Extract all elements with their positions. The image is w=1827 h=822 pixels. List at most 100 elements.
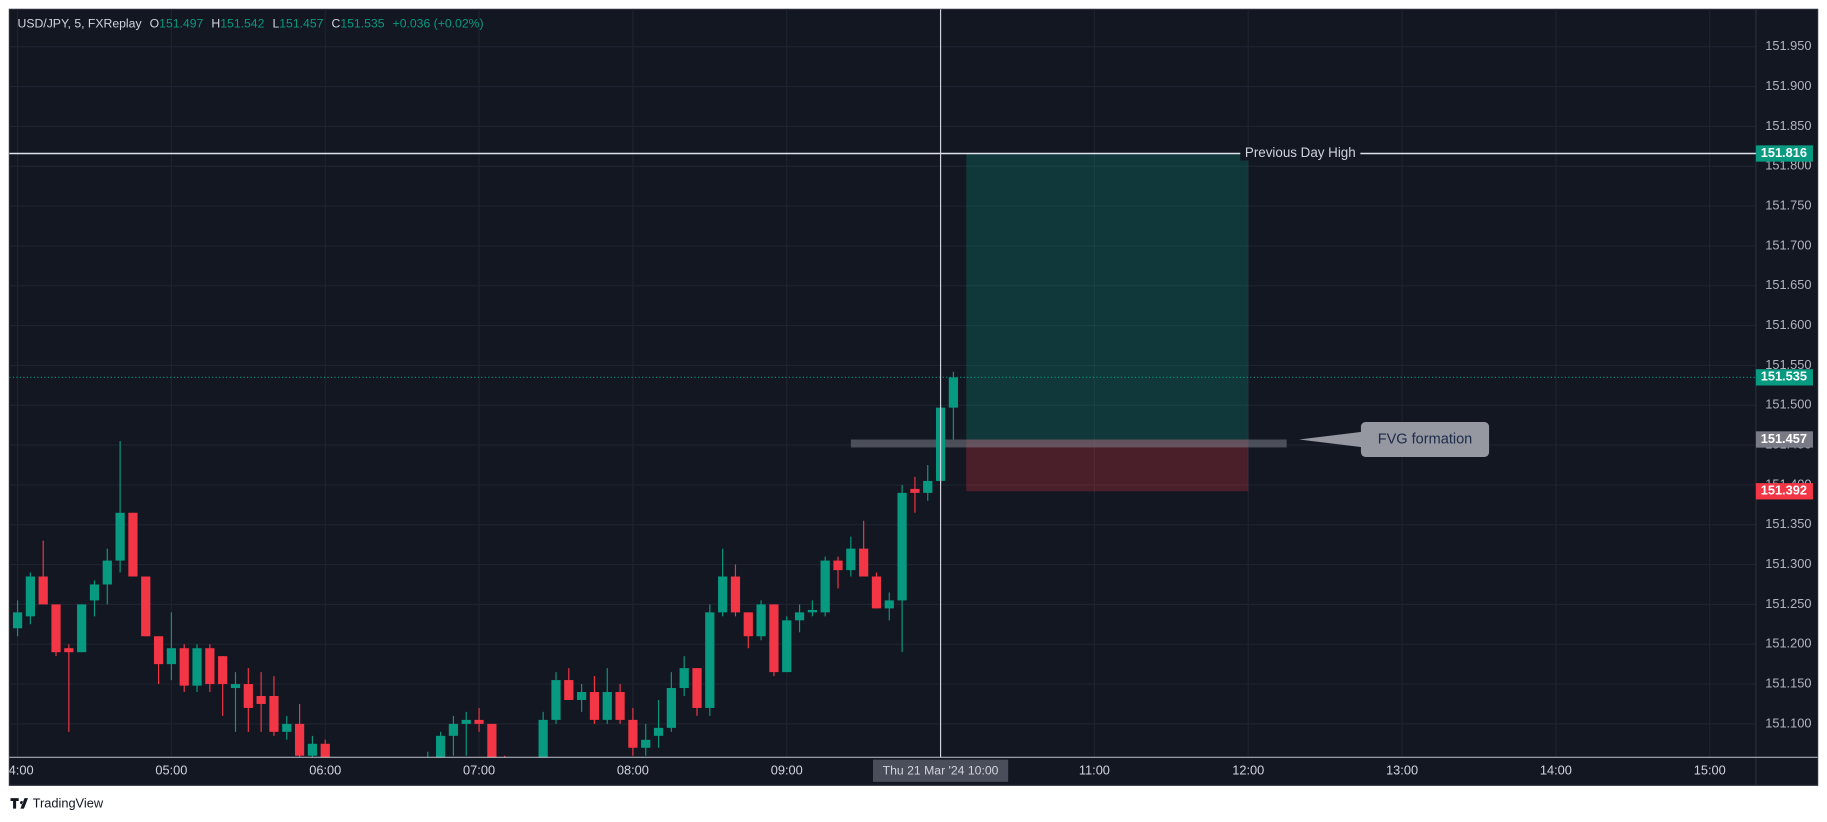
x-tick-label: 13:00 — [1386, 763, 1418, 778]
candle-body — [269, 695, 279, 732]
price-label: 151.457 — [1761, 431, 1807, 446]
candle-body — [628, 719, 638, 748]
candle-body — [256, 695, 266, 704]
candle-body — [884, 600, 894, 609]
candle-body — [102, 560, 112, 585]
candle-body — [218, 656, 228, 685]
y-tick-label: 151.650 — [1765, 277, 1811, 292]
overlay: Previous Day High Thu 21 Mar '24 10:00 FVG… — [9, 9, 1756, 782]
candle-body — [346, 788, 355, 804]
y-tick-label: 151.350 — [1765, 516, 1811, 531]
candle-body — [192, 648, 202, 686]
candle-body — [820, 560, 830, 613]
candle-body — [897, 492, 907, 601]
candle-body — [538, 719, 548, 758]
open-label: O — [150, 17, 160, 31]
candle-body — [128, 512, 138, 577]
candle-body — [769, 604, 779, 673]
candle-body — [51, 604, 61, 653]
x-tick-label: 04:00 — [2, 763, 34, 778]
chart-background — [8, 8, 1819, 786]
candle-body — [294, 723, 305, 756]
y-tick-label: 151.850 — [1765, 118, 1811, 133]
candle-body — [910, 488, 920, 493]
candle-body — [705, 612, 715, 708]
candle-body — [564, 680, 574, 700]
candle-body — [756, 604, 766, 637]
candle-body — [730, 576, 741, 613]
candle-body — [474, 719, 484, 724]
low-label: L — [272, 17, 279, 31]
legend-header: USD/JPY, 5, FXReplay O151.497 H151.542 L… — [18, 17, 484, 31]
annotation-pointer — [1299, 431, 1366, 448]
brand-name: TradingView — [33, 795, 104, 810]
candle-body — [653, 727, 664, 736]
candle-body — [589, 692, 600, 720]
candle-body — [666, 688, 676, 728]
change-value: +0.036 (+0.02%) — [393, 17, 484, 31]
candle-body — [679, 668, 689, 689]
y-tick-label: 151.100 — [1765, 715, 1811, 730]
close-value: 151.535 — [340, 17, 384, 31]
candle-body — [179, 648, 189, 686]
candle-body — [230, 684, 241, 689]
y-tick-label: 151.250 — [1765, 596, 1811, 611]
symbol: USD/JPY, 5, FXReplay — [18, 17, 143, 31]
x-tick-label: 15:00 — [1694, 763, 1726, 778]
price-label-bg — [1755, 483, 1813, 500]
price-label: 151.535 — [1761, 369, 1807, 384]
candle-body — [141, 576, 151, 637]
y-tick-label: 151.600 — [1765, 317, 1811, 332]
candle-body — [641, 739, 651, 748]
price-label-bg — [1755, 431, 1813, 448]
candle-body — [77, 604, 87, 653]
open-value: 151.497 — [159, 17, 203, 31]
candle-body — [577, 692, 587, 700]
y-tick-label: 151.150 — [1765, 675, 1811, 690]
price-label: 151.816 — [1761, 145, 1807, 160]
x-tick-label: 08:00 — [617, 763, 649, 778]
candle-body — [435, 735, 446, 758]
high-label: H — [211, 17, 220, 31]
candle-body — [487, 723, 497, 758]
y-tick-label: 151.700 — [1765, 237, 1811, 252]
candle-body — [359, 796, 368, 804]
candle-body — [461, 719, 471, 724]
candle-body — [64, 648, 74, 653]
x-tick-label: 06:00 — [309, 763, 341, 778]
y-tick-label: 151.300 — [1765, 556, 1811, 571]
annotation-box — [1360, 422, 1490, 457]
candle-body — [551, 680, 561, 720]
candle-body — [25, 576, 35, 617]
x-tick-label: 11:00 — [1079, 763, 1110, 778]
y-tick-label: 151.550 — [1765, 357, 1811, 372]
candle-body — [243, 684, 253, 708]
level-label: Previous Day High — [1245, 145, 1356, 160]
candle-body — [12, 612, 23, 629]
x-tick-label: 07:00 — [463, 763, 495, 778]
candle-body — [859, 548, 869, 577]
price-label-bg — [1755, 145, 1813, 162]
candle-body — [115, 512, 125, 561]
y-tick-label: 151.900 — [1765, 78, 1811, 93]
candle-body — [448, 723, 459, 736]
candle-body — [307, 743, 318, 756]
crosshair-label: Thu 21 Mar '24 10:00 — [883, 764, 999, 778]
brand-logo — [10, 798, 29, 809]
candle-body — [166, 648, 177, 665]
time-axis: 04:00 05:00 06:00 07:00 08:00 09:00 11:00 12:00… — [2, 763, 1726, 778]
candle-body — [205, 648, 215, 685]
y-tick-label: 151.950 — [1765, 38, 1811, 53]
x-tick-label: 12:00 — [1232, 763, 1264, 778]
stop-zone — [966, 439, 1249, 492]
candle-body — [718, 576, 728, 613]
candle-body — [372, 796, 381, 804]
grid — [9, 9, 1756, 758]
y-tick-label: 151.500 — [1765, 397, 1811, 412]
candle-body — [398, 788, 407, 812]
candle-body — [320, 743, 330, 758]
low-value: 151.457 — [279, 17, 323, 31]
candle-body — [615, 692, 625, 720]
